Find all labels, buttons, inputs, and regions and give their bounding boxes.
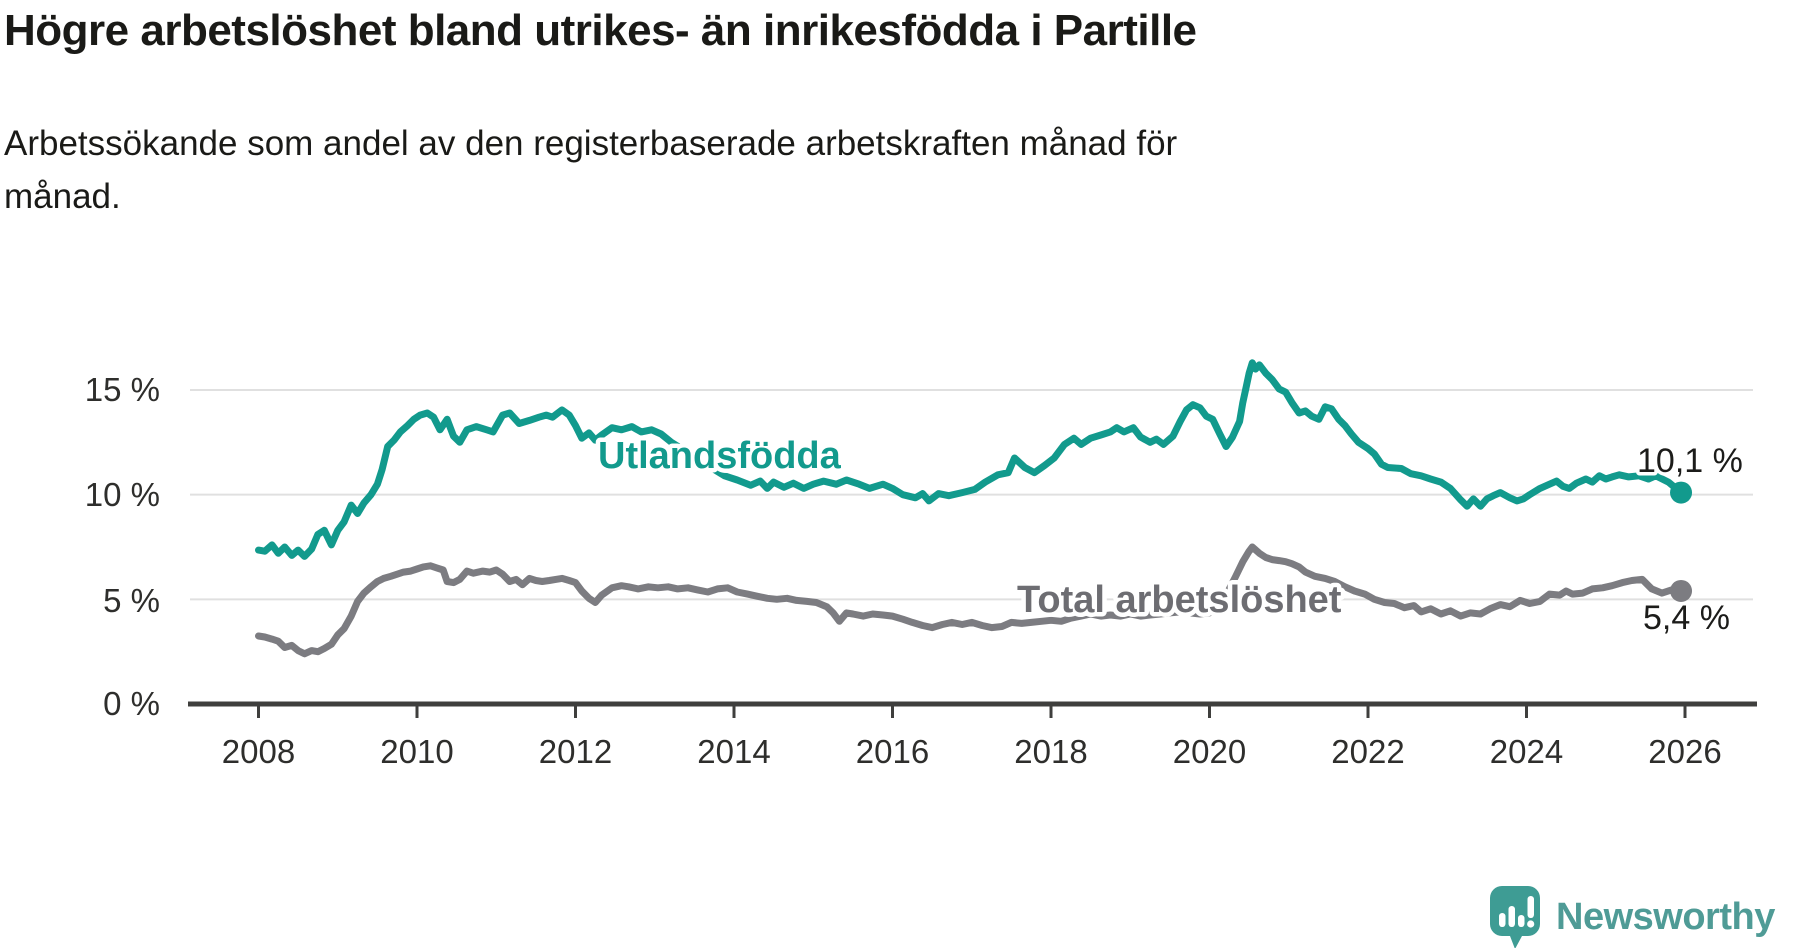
- newsworthy-logo-icon: [1490, 886, 1540, 948]
- bar-chart-bar-1: [1499, 913, 1506, 927]
- x-tick-label: 2024: [1490, 733, 1563, 770]
- series-end-dots: [1670, 481, 1693, 602]
- series-line-1: [255, 543, 1685, 658]
- chart-subtitle: Arbetssökande som andel av den registerb…: [4, 118, 1177, 223]
- subtitle-line-2: månad.: [4, 176, 121, 216]
- x-tick-label: 2020: [1173, 733, 1246, 770]
- y-tick-label-15: 15 %: [85, 371, 160, 408]
- exclamation-dot: [1527, 920, 1535, 928]
- x-tick-label: 2010: [380, 733, 453, 770]
- x-tick-label: 2012: [539, 733, 612, 770]
- bar-chart-bar-3: [1518, 915, 1525, 927]
- newsworthy-logo: Newsworthy: [1488, 884, 1775, 948]
- x-axis-ticks: [257, 704, 1687, 718]
- end-value-label-total: 5,4 %: [1643, 599, 1730, 637]
- end-value-label-utlandsfodda: 10,1 %: [1637, 442, 1743, 480]
- newsworthy-logo-text: Newsworthy: [1556, 895, 1775, 938]
- bar-chart-bar-2: [1508, 906, 1515, 927]
- data-series: [255, 359, 1685, 658]
- y-tick-label-10: 10 %: [85, 476, 160, 513]
- y-tick-label-5: 5 %: [103, 582, 160, 619]
- series-end-dot-0: [1670, 481, 1693, 504]
- series-label-utlandsfodda: Utlandsfödda: [598, 435, 842, 477]
- y-tick-label-0: 0 %: [103, 685, 160, 722]
- x-tick-label: 2022: [1331, 733, 1404, 770]
- x-tick-label: 2014: [697, 733, 770, 770]
- y-axis-labels: 0 % 5 % 10 % 15 %: [85, 371, 160, 722]
- x-tick-label: 2016: [856, 733, 929, 770]
- x-tick-label: 2008: [222, 733, 295, 770]
- x-tick-label: 2026: [1648, 733, 1721, 770]
- page-title: Högre arbetslöshet bland utrikes- än inr…: [4, 6, 1197, 55]
- series-label-total-arbetsloshet: Total arbetslöshet: [1017, 579, 1342, 621]
- exclamation-bar: [1527, 896, 1534, 918]
- subtitle-line-1: Arbetssökande som andel av den registerb…: [4, 124, 1178, 163]
- series-end-dot-1: [1670, 579, 1693, 602]
- x-axis-labels: 2008 2010 2012 2014 2016 2018 2020 2022 2024 2026: [222, 733, 1722, 770]
- series-line-0: [255, 359, 1685, 560]
- x-tick-label: 2018: [1014, 733, 1087, 770]
